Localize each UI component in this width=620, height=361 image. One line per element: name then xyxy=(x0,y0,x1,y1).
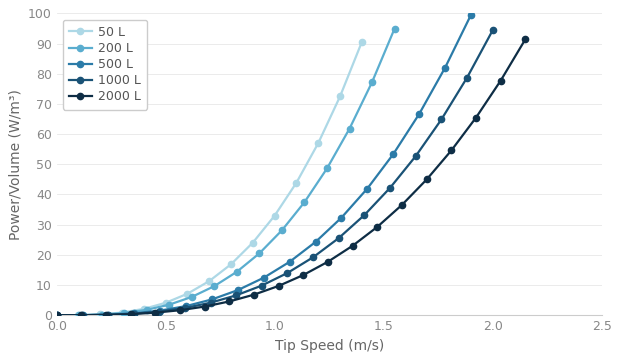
Line: 2000 L: 2000 L xyxy=(53,36,528,318)
200 L xyxy=(301,200,308,204)
2000 L xyxy=(152,310,159,315)
1000 L xyxy=(130,312,137,316)
500 L xyxy=(208,297,216,301)
1000 L xyxy=(207,301,215,305)
1000 L xyxy=(104,313,112,317)
1000 L xyxy=(309,255,317,260)
2000 L xyxy=(521,37,529,42)
50 L xyxy=(206,279,213,283)
500 L xyxy=(415,112,423,116)
50 L xyxy=(162,301,169,305)
X-axis label: Tip Speed (m/s): Tip Speed (m/s) xyxy=(275,339,384,353)
200 L xyxy=(391,26,398,31)
200 L xyxy=(233,270,241,274)
2000 L xyxy=(176,308,184,312)
Line: 500 L: 500 L xyxy=(53,12,474,318)
50 L xyxy=(53,313,60,317)
2000 L xyxy=(398,203,405,207)
50 L xyxy=(74,313,82,317)
500 L xyxy=(234,288,242,292)
1000 L xyxy=(335,236,342,240)
200 L xyxy=(143,308,151,312)
2000 L xyxy=(324,260,332,264)
Legend: 50 L, 200 L, 500 L, 1000 L, 2000 L: 50 L, 200 L, 500 L, 1000 L, 2000 L xyxy=(63,19,147,110)
50 L xyxy=(228,262,235,266)
200 L xyxy=(120,311,128,315)
500 L xyxy=(312,240,319,244)
200 L xyxy=(346,126,353,131)
1000 L xyxy=(53,313,60,317)
500 L xyxy=(260,275,267,280)
1000 L xyxy=(181,306,188,310)
2000 L xyxy=(472,116,480,120)
50 L xyxy=(314,141,322,145)
200 L xyxy=(278,228,286,232)
2000 L xyxy=(374,225,381,229)
500 L xyxy=(131,311,138,316)
2000 L xyxy=(448,148,455,153)
1000 L xyxy=(463,75,471,80)
1000 L xyxy=(232,293,240,297)
500 L xyxy=(53,313,60,317)
200 L xyxy=(166,303,173,307)
500 L xyxy=(338,216,345,220)
Line: 200 L: 200 L xyxy=(53,25,397,318)
1000 L xyxy=(284,271,291,275)
500 L xyxy=(467,13,475,17)
2000 L xyxy=(250,292,258,297)
500 L xyxy=(156,308,164,313)
50 L xyxy=(271,213,278,218)
2000 L xyxy=(275,284,282,288)
50 L xyxy=(293,180,300,185)
50 L xyxy=(97,312,104,317)
200 L xyxy=(53,313,60,317)
1000 L xyxy=(489,28,497,32)
2000 L xyxy=(78,313,85,317)
50 L xyxy=(337,94,344,99)
200 L xyxy=(211,284,218,288)
2000 L xyxy=(497,78,505,83)
1000 L xyxy=(79,313,86,317)
1000 L xyxy=(258,283,265,288)
2000 L xyxy=(53,313,60,317)
200 L xyxy=(323,166,330,171)
200 L xyxy=(255,251,263,256)
500 L xyxy=(286,260,293,264)
Y-axis label: Power/Volume (W/m³): Power/Volume (W/m³) xyxy=(8,89,22,240)
2000 L xyxy=(349,244,356,248)
2000 L xyxy=(299,273,307,277)
2000 L xyxy=(423,177,430,182)
1000 L xyxy=(438,117,445,122)
1000 L xyxy=(361,213,368,217)
200 L xyxy=(188,295,195,299)
500 L xyxy=(79,313,86,317)
1000 L xyxy=(156,309,163,314)
50 L xyxy=(249,240,257,245)
1000 L xyxy=(412,154,420,158)
200 L xyxy=(368,80,376,84)
2000 L xyxy=(201,304,208,309)
Line: 50 L: 50 L xyxy=(53,39,365,318)
2000 L xyxy=(127,312,135,316)
50 L xyxy=(184,292,191,296)
200 L xyxy=(98,312,105,317)
2000 L xyxy=(226,299,233,304)
200 L xyxy=(76,313,83,317)
500 L xyxy=(363,186,371,191)
Line: 1000 L: 1000 L xyxy=(53,27,496,318)
500 L xyxy=(389,152,397,156)
1000 L xyxy=(386,186,394,190)
500 L xyxy=(105,313,112,317)
50 L xyxy=(140,307,148,311)
50 L xyxy=(358,40,366,44)
500 L xyxy=(441,66,449,70)
50 L xyxy=(118,310,126,315)
500 L xyxy=(182,304,190,308)
2000 L xyxy=(102,313,110,317)
